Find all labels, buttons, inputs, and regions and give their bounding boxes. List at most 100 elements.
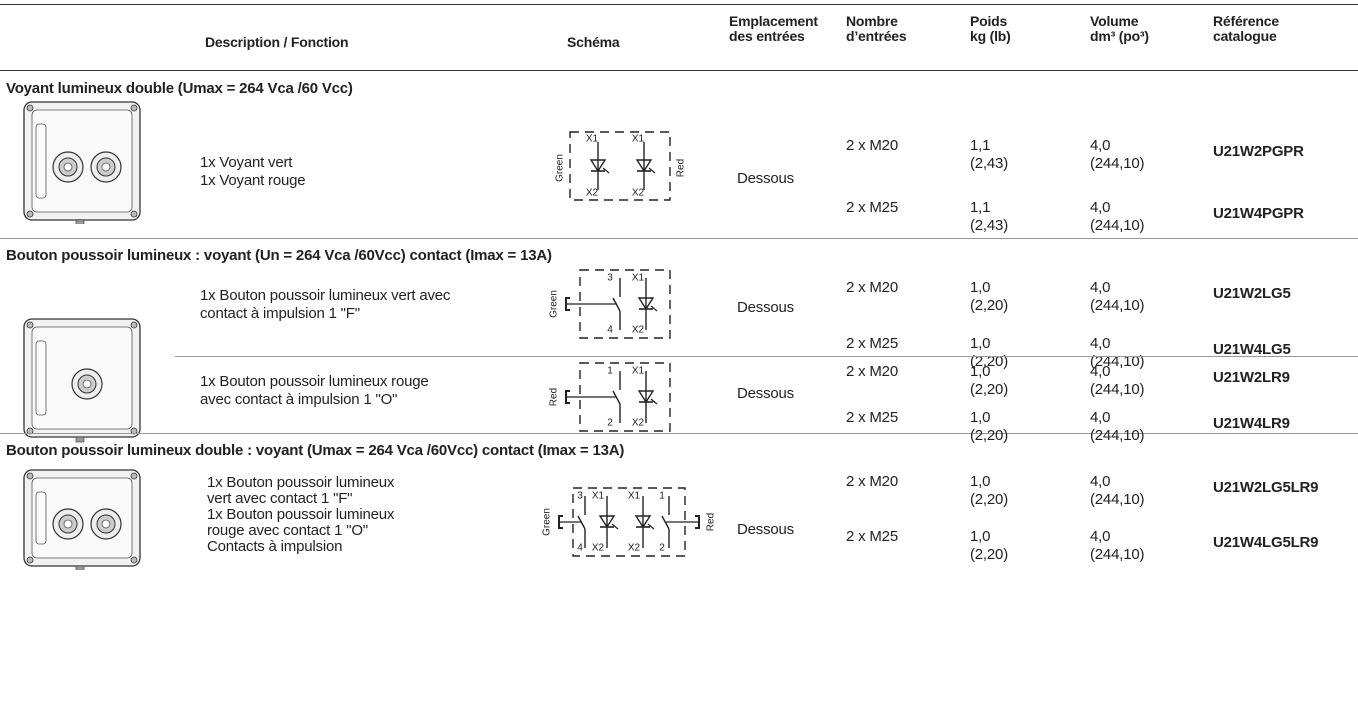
- drawing: [650, 398, 658, 405]
- reference: U21W2LG5: [1213, 285, 1291, 302]
- weight: 1,0: [970, 409, 991, 426]
- drawing: [35, 491, 47, 545]
- weight: (2,43): [970, 217, 1008, 234]
- drawing: [75, 565, 85, 570]
- row-rule: [0, 238, 1358, 239]
- schematic: Green 3 4 X1 X2: [549, 269, 671, 339]
- schema-label: 3: [577, 491, 583, 502]
- description: vert avec contact 1 "F": [207, 490, 353, 507]
- volume: 4,0: [1090, 473, 1111, 490]
- drawing: [26, 210, 34, 218]
- description: Contacts à impulsion: [207, 538, 343, 555]
- drawing: [602, 167, 610, 174]
- description: rouge avec contact 1 "O": [207, 522, 368, 539]
- drawing: [611, 523, 619, 530]
- drawing: [579, 269, 671, 339]
- drawing: [589, 159, 607, 173]
- drawing: [75, 219, 85, 224]
- weight: (2,20): [970, 546, 1008, 563]
- drawing: [569, 131, 671, 201]
- entries: 2 x M25: [846, 335, 898, 352]
- volume: (244,10): [1090, 381, 1145, 398]
- location: Dessous: [737, 299, 794, 316]
- schema-label: Red: [706, 513, 715, 531]
- drawing: [35, 340, 47, 416]
- weight: 1,0: [970, 473, 991, 490]
- drawing: [75, 436, 85, 443]
- volume: 4,0: [1090, 528, 1111, 545]
- schema-label: X2: [632, 325, 645, 336]
- volume: (244,10): [1090, 546, 1145, 563]
- schema-label: 2: [659, 543, 665, 554]
- drawing: [82, 379, 92, 389]
- volume: 4,0: [1090, 199, 1111, 216]
- reference: U21W2LR9: [1213, 369, 1290, 386]
- entries: 2 x M20: [846, 473, 898, 490]
- entries: 2 x M25: [846, 528, 898, 545]
- schema-label: 1: [659, 491, 665, 502]
- drawing: [661, 515, 670, 530]
- drawing: [647, 523, 655, 530]
- drawing: [130, 210, 138, 218]
- drawing: [101, 519, 111, 529]
- weight: 1,0: [970, 528, 991, 545]
- weight: 1,1: [970, 137, 991, 154]
- drawing: [648, 167, 656, 174]
- volume: 4,0: [1090, 137, 1111, 154]
- column-header: des entrées: [729, 28, 805, 44]
- drawing: [130, 427, 138, 435]
- schema-label: X2: [592, 543, 605, 554]
- column-header: d’entrées: [846, 28, 907, 44]
- schema-label: X2: [628, 543, 641, 554]
- weight: (2,20): [970, 427, 1008, 444]
- volume: 4,0: [1090, 363, 1111, 380]
- weight: 1,0: [970, 363, 991, 380]
- product-image: [23, 469, 141, 570]
- drawing: [579, 362, 671, 432]
- schema-label: X1: [632, 273, 645, 284]
- weight: 1,1: [970, 199, 991, 216]
- drawing: [35, 123, 47, 199]
- top-rule: [0, 4, 1358, 5]
- schema-label: X1: [632, 366, 645, 377]
- weight: (2,20): [970, 353, 1008, 370]
- volume: (244,10): [1090, 491, 1145, 508]
- description: 1x Bouton poussoir lumineux: [207, 506, 395, 523]
- drawing: [598, 515, 616, 529]
- column-header: Description / Fonction: [205, 34, 349, 50]
- row-rule: [175, 356, 1358, 357]
- reference: U21W4LG5: [1213, 341, 1291, 358]
- entries: 2 x M25: [846, 199, 898, 216]
- description: contact à impulsion 1 "F": [200, 305, 360, 322]
- schema-label: 1: [607, 366, 613, 377]
- schema-label: Red: [676, 159, 687, 177]
- drawing: [637, 390, 655, 404]
- volume: 4,0: [1090, 409, 1111, 426]
- schema-label: X1: [628, 491, 641, 502]
- description: 1x Voyant rouge: [200, 172, 306, 189]
- description: 1x Bouton poussoir lumineux vert avec: [200, 287, 451, 304]
- column-header: dm³ (po³): [1090, 28, 1149, 44]
- description: 1x Voyant vert: [200, 154, 293, 171]
- description: 1x Bouton poussoir lumineux: [207, 474, 395, 491]
- volume: 4,0: [1090, 335, 1111, 352]
- schema-label: Red: [549, 388, 560, 406]
- weight: 1,0: [970, 279, 991, 296]
- schema-label: 4: [577, 543, 583, 554]
- column-header: Schéma: [567, 34, 620, 50]
- row-rule: [0, 433, 1358, 434]
- column-header: Référence: [1213, 13, 1279, 29]
- section-title: Bouton poussoir lumineux : voyant (Un = …: [6, 247, 552, 264]
- schema-label: X1: [586, 134, 599, 145]
- weight: (2,20): [970, 297, 1008, 314]
- entries: 2 x M20: [846, 363, 898, 380]
- drawing: [101, 162, 111, 172]
- weight: (2,20): [970, 381, 1008, 398]
- drawing: [63, 519, 73, 529]
- volume: (244,10): [1090, 155, 1145, 172]
- product-image: [23, 101, 141, 224]
- schema-label: X1: [632, 134, 645, 145]
- drawing: [637, 297, 655, 311]
- column-header: kg (lb): [970, 28, 1011, 44]
- weight: 1,0: [970, 335, 991, 352]
